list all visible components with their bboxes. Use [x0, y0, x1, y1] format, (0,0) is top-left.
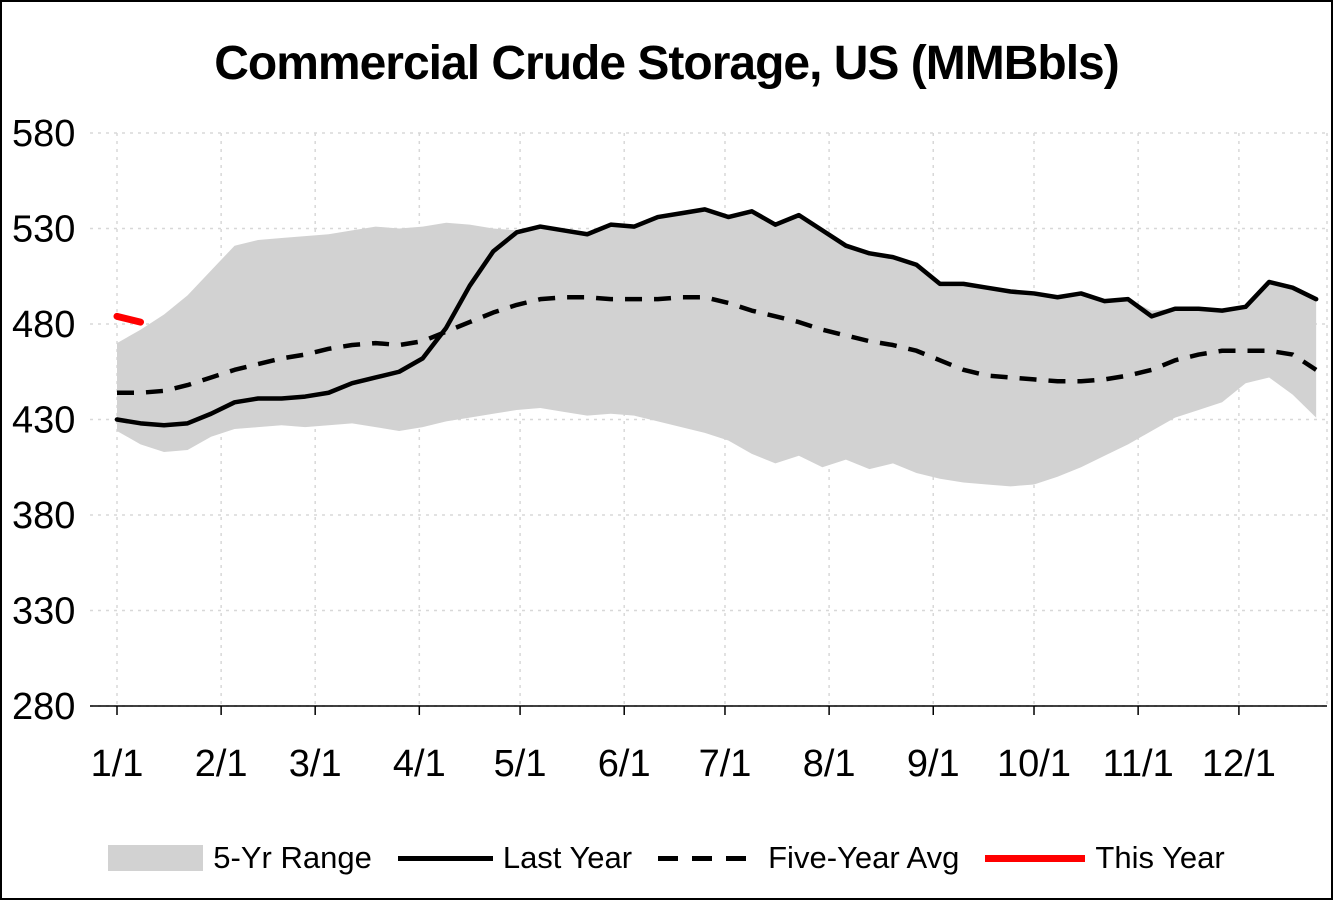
- x-tick-label: 3/1: [289, 743, 342, 785]
- legend-label-last-year: Last Year: [502, 840, 633, 875]
- legend-label-5-yr-range: 5-Yr Range: [213, 840, 372, 875]
- x-tick-label: 7/1: [699, 743, 752, 785]
- x-tick-label: 2/1: [195, 743, 248, 785]
- x-tick-label: 12/1: [1202, 743, 1276, 785]
- legend-swatch-last-year: [397, 855, 493, 861]
- band-5-yr-range: [117, 209, 1317, 487]
- legend-swatch-this-year: [985, 854, 1086, 862]
- legend: 5-Yr Range Last Year Five-Year Avg This Yea…: [2, 840, 1331, 876]
- line-last-year: [114, 207, 1319, 428]
- y-tick-label: 380: [12, 495, 75, 537]
- y-tick-label: 430: [12, 400, 75, 442]
- y-tick-label: 330: [12, 591, 75, 633]
- legend-item-this-year: This Year: [985, 840, 1225, 876]
- x-tick-label: 10/1: [997, 743, 1071, 785]
- legend-swatch-five-year-avg: [658, 855, 759, 861]
- x-tick-label: 6/1: [598, 743, 651, 785]
- y-tick-label: 580: [12, 113, 75, 155]
- x-tick-label: 1/1: [91, 743, 144, 785]
- y-tick-label: 280: [12, 686, 75, 728]
- x-tick-label: 8/1: [803, 743, 856, 785]
- line-this-year: [113, 312, 145, 326]
- legend-label-this-year: This Year: [1095, 840, 1225, 875]
- x-tick-label: 4/1: [393, 743, 446, 785]
- legend-swatch-5-yr-range: [108, 845, 204, 871]
- legend-label-five-year-avg: Five-Year Avg: [768, 840, 960, 875]
- chart-title: Commercial Crude Storage, US (MMBbls): [214, 37, 1119, 90]
- x-tick-label: 9/1: [907, 743, 960, 785]
- x-tick-label: 5/1: [494, 743, 547, 785]
- line-five-year-avg: [117, 295, 1318, 396]
- legend-item-five-year-avg: Five-Year Avg: [658, 840, 959, 876]
- y-tick-label: 480: [12, 304, 75, 346]
- legend-item-5-yr-range: 5-Yr Range: [108, 840, 372, 876]
- legend-item-last-year: Last Year: [397, 840, 633, 876]
- y-tick-label: 530: [12, 209, 75, 251]
- x-tick-label: 11/1: [1103, 743, 1174, 785]
